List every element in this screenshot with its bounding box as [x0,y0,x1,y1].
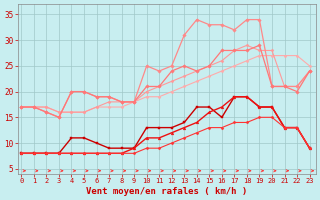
X-axis label: Vent moyen/en rafales ( km/h ): Vent moyen/en rafales ( km/h ) [86,187,247,196]
